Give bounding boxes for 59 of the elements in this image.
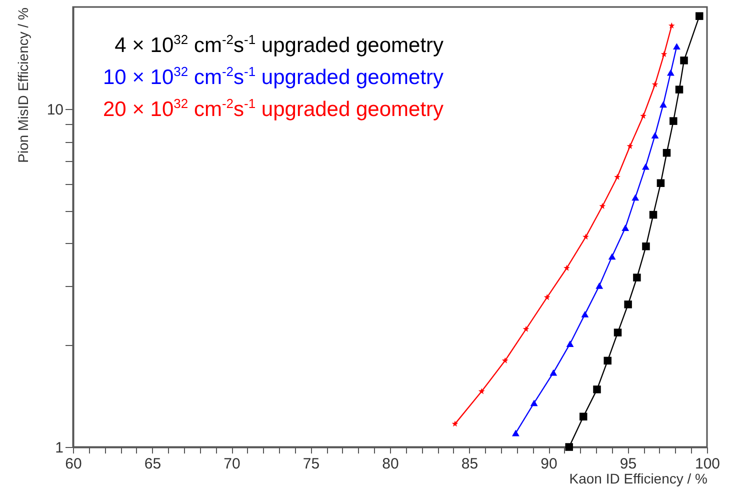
point	[502, 357, 508, 364]
x-tick-label: 75	[302, 456, 320, 472]
x-tick-label: 65	[144, 456, 162, 472]
x-tick-label: 90	[540, 456, 558, 472]
point	[624, 300, 632, 308]
point	[675, 86, 684, 94]
point	[633, 274, 641, 282]
point	[550, 369, 558, 376]
y-tick-label: 1	[55, 440, 64, 456]
point	[673, 43, 680, 50]
x-tick-label: 60	[65, 456, 82, 472]
y-axis-title: Pion MisID Efficiency / %	[14, 8, 31, 163]
x-tick-label: 85	[461, 456, 478, 472]
x-tick-label: 80	[382, 456, 399, 472]
point	[581, 310, 589, 318]
point	[642, 163, 650, 170]
point	[660, 50, 668, 57]
point	[452, 420, 458, 427]
point	[696, 12, 704, 20]
point	[593, 386, 601, 394]
point	[565, 443, 573, 451]
point	[596, 282, 604, 289]
point	[579, 412, 588, 420]
point	[512, 430, 520, 436]
point	[626, 142, 634, 149]
point	[544, 294, 550, 300]
text: 20 × 10$^{32}$ cm$^{-2}$s$^{-1}$ upgraded geometry	[103, 95, 444, 123]
point	[660, 101, 667, 108]
point	[632, 194, 640, 201]
point	[666, 69, 674, 76]
point	[478, 388, 485, 394]
text: 4 × 10$^{32}$ cm$^{-2}$s$^{-1}$ upgraded geometry	[114, 31, 444, 59]
point	[530, 400, 538, 406]
point	[622, 224, 630, 231]
point	[680, 56, 688, 64]
x-axis-title: Kaon ID Efficiency / %	[569, 470, 708, 486]
x-tick-label: 70	[224, 456, 240, 472]
point	[649, 210, 658, 219]
y-tick-label: 10	[46, 101, 64, 118]
text: 10 × 10$^{32}$ cm$^{-2}$s$^{-1}$ upgraded geometry	[103, 63, 444, 91]
point	[604, 356, 612, 365]
point	[640, 112, 646, 119]
point	[614, 174, 620, 180]
point	[656, 179, 665, 187]
point	[522, 326, 530, 332]
point	[652, 81, 658, 88]
point	[599, 202, 606, 209]
point	[564, 264, 570, 271]
point	[670, 117, 678, 125]
x-tick-label: 95	[620, 456, 637, 472]
point	[651, 132, 659, 139]
point	[566, 340, 574, 347]
point	[662, 148, 671, 157]
x-tick-label: 100	[694, 456, 720, 472]
point	[642, 242, 650, 250]
point	[582, 234, 589, 240]
point	[614, 328, 622, 336]
point	[608, 253, 616, 260]
point	[668, 22, 675, 28]
